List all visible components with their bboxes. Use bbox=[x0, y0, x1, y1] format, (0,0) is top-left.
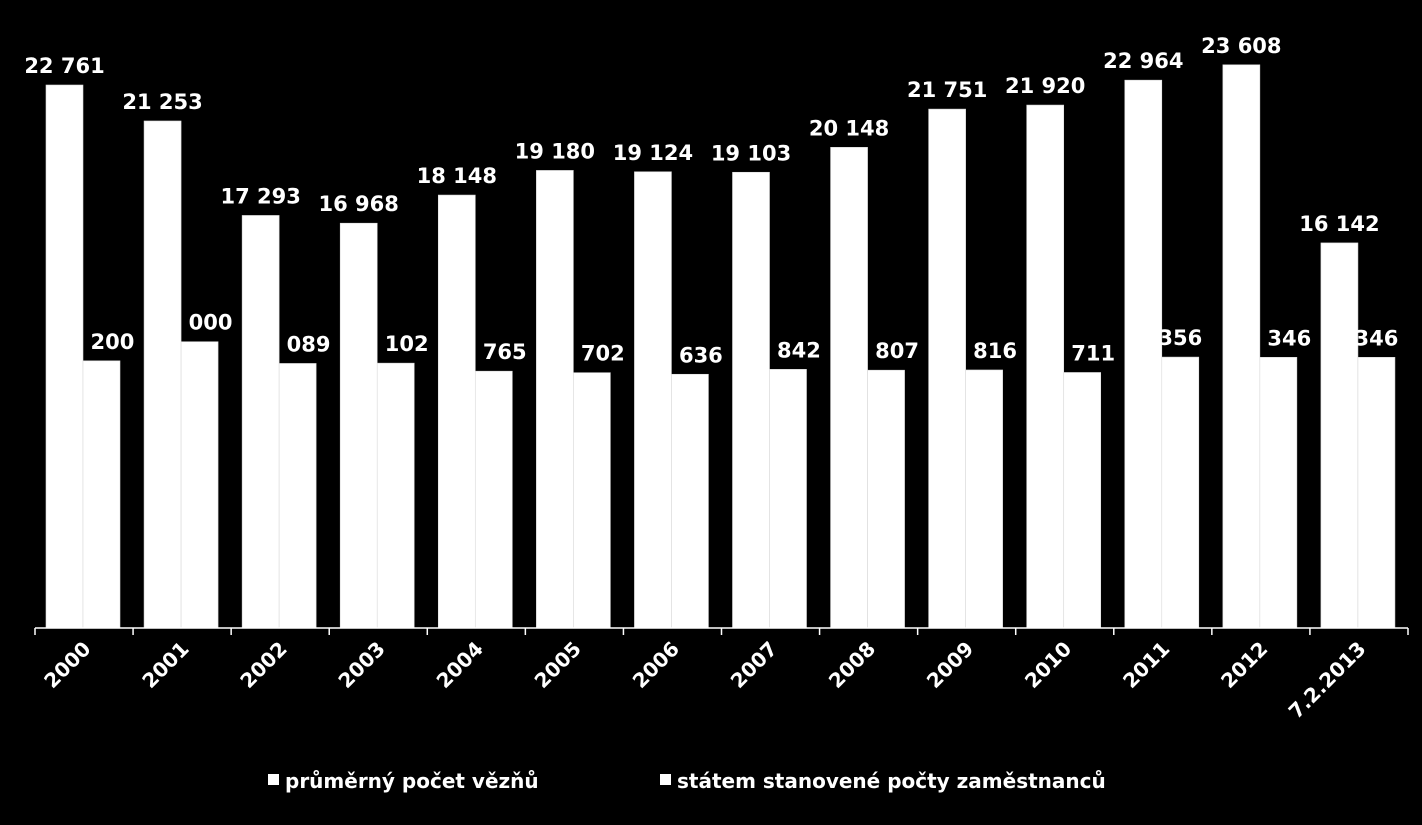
x-tick-label-10: 2010 bbox=[1020, 637, 1076, 693]
bar-prisoners-8 bbox=[830, 147, 868, 629]
legend-swatch-staff bbox=[660, 774, 671, 785]
x-tick-label-6: 2006 bbox=[628, 637, 684, 693]
bar-staff-13 bbox=[1357, 357, 1396, 629]
bar-staff-1 bbox=[180, 341, 219, 629]
legend: průměrný počet vězňů státem stanovené po… bbox=[268, 769, 1106, 793]
data-label-prisoners-7: 19 103 bbox=[711, 141, 791, 165]
data-label-prisoners-6: 19 124 bbox=[613, 141, 693, 165]
bar-staff-7 bbox=[769, 369, 807, 629]
x-tick-label-12: 2012 bbox=[1216, 637, 1272, 693]
bar-staff-5 bbox=[573, 372, 611, 629]
x-tick-label-7: 2007 bbox=[726, 637, 782, 693]
bar-prisoners-9 bbox=[928, 108, 966, 629]
bar-staff-9 bbox=[965, 369, 1003, 629]
data-label-prisoners-8: 20 148 bbox=[809, 116, 889, 140]
data-label-staff-13: 346 bbox=[1355, 326, 1399, 350]
x-tick-label-2: 2002 bbox=[235, 637, 291, 693]
bar-staff-8 bbox=[867, 369, 905, 629]
bar-prisoners-0 bbox=[45, 84, 84, 629]
bar-prisoners-6 bbox=[634, 171, 672, 629]
bar-staff-3 bbox=[376, 362, 415, 629]
data-label-staff-2: 1 089 bbox=[265, 332, 331, 356]
data-label-staff-12: 1 346 bbox=[1245, 326, 1311, 350]
bar-staff-0 bbox=[82, 360, 121, 629]
data-label-staff-4: 0 765 bbox=[461, 340, 527, 364]
x-tick-label-13: 7.2.2013 bbox=[1284, 637, 1371, 724]
bar-prisoners-1 bbox=[143, 120, 182, 629]
data-label-prisoners-5: 19 180 bbox=[515, 139, 595, 163]
data-label-staff-1: 2 000 bbox=[167, 311, 233, 335]
data-labels-layer: 22 761 1 200 21 253 2 000 17 293 1 089 16 968 1… bbox=[24, 34, 1398, 367]
data-label-prisoners-10: 21 920 bbox=[1005, 74, 1085, 98]
data-label-prisoners-12: 23 608 bbox=[1201, 34, 1281, 58]
x-tick-label-4: 2004 bbox=[432, 637, 488, 693]
bar-prisoners-13 bbox=[1320, 242, 1359, 629]
data-label-staff-9: 0 816 bbox=[951, 339, 1017, 363]
x-tick-label-5: 2005 bbox=[530, 637, 586, 693]
x-tick-label-0: 2000 bbox=[39, 637, 95, 693]
bar-prisoners-11 bbox=[1124, 79, 1163, 629]
bar-prisoners-3 bbox=[339, 222, 378, 629]
bar-staff-11 bbox=[1161, 356, 1200, 629]
x-tick-label-8: 2008 bbox=[824, 637, 880, 693]
data-label-staff-11: 356 bbox=[1158, 326, 1202, 350]
x-axis-ticks bbox=[34, 628, 1409, 635]
data-label-prisoners-2: 17 293 bbox=[220, 184, 300, 208]
data-label-prisoners-4: 18 148 bbox=[417, 164, 497, 188]
x-tick-label-11: 2011 bbox=[1118, 637, 1174, 693]
data-label-prisoners-9: 21 751 bbox=[907, 78, 987, 102]
x-tick-label-3: 2003 bbox=[333, 637, 389, 693]
data-label-prisoners-3: 16 968 bbox=[319, 192, 399, 216]
legend-label-prisoners: průměrný počet vězňů bbox=[285, 769, 539, 793]
bar-prisoners-5 bbox=[536, 170, 574, 629]
bar-prisoners-4 bbox=[437, 194, 476, 629]
bar-staff-6 bbox=[671, 373, 709, 629]
data-label-prisoners-1: 21 253 bbox=[122, 90, 202, 114]
legend-swatch-prisoners bbox=[268, 774, 279, 785]
x-tick-label-1: 2001 bbox=[137, 637, 193, 693]
bar-prisoners-10 bbox=[1026, 104, 1065, 629]
data-label-staff-7: 0 842 bbox=[755, 338, 821, 362]
legend-entry-prisoners: průměrný počet vězňů bbox=[268, 769, 539, 793]
data-label-prisoners-0: 22 761 bbox=[24, 54, 104, 78]
data-label-prisoners-11: 22 964 bbox=[1103, 49, 1183, 73]
bar-staff-12 bbox=[1259, 357, 1298, 629]
x-axis-tick-labels: 2000 2001 2002 2003 2004 2005 2006 2007 2008 2009… bbox=[39, 637, 1370, 724]
bar-prisoners-2 bbox=[241, 215, 280, 629]
data-label-staff-6: 0 636 bbox=[657, 343, 723, 367]
data-label-staff-10: 0 711 bbox=[1049, 341, 1115, 365]
bar-staff-2 bbox=[278, 363, 317, 629]
data-label-prisoners-13: 16 142 bbox=[1299, 212, 1379, 236]
bar-staff-4 bbox=[474, 370, 513, 629]
bar-prisoners-12 bbox=[1222, 64, 1261, 629]
data-label-staff-5: 0 702 bbox=[559, 342, 625, 366]
bar-prisoners-7 bbox=[732, 171, 770, 629]
legend-label-staff: státem stanovené počty zaměstnanců bbox=[677, 769, 1106, 793]
legend-entry-staff: státem stanovené počty zaměstnanců bbox=[660, 769, 1106, 793]
data-label-staff-0: 1 200 bbox=[69, 330, 135, 354]
data-label-staff-3: 1 102 bbox=[363, 332, 429, 356]
x-tick-label-9: 2009 bbox=[922, 637, 978, 693]
data-label-staff-8: 0 807 bbox=[853, 339, 919, 363]
bar-staff-10 bbox=[1063, 372, 1102, 629]
bars-layer bbox=[45, 64, 1396, 629]
